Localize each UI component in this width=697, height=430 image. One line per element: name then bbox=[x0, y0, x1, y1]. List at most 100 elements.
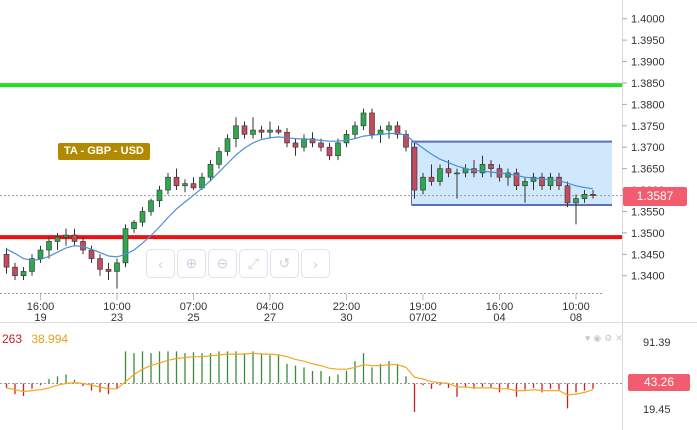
candle-body bbox=[46, 241, 52, 251]
candle-body bbox=[250, 129, 256, 135]
x-tick-day: 27 bbox=[264, 312, 276, 324]
candle bbox=[12, 262, 18, 281]
candle-body bbox=[131, 221, 137, 229]
indicator-value-2: 38.994 bbox=[31, 332, 69, 346]
candle-body bbox=[292, 142, 299, 148]
candle-body bbox=[139, 211, 146, 223]
zoom-fit-icon[interactable]: ⤢ bbox=[239, 249, 268, 278]
candle bbox=[156, 185, 163, 208]
candle bbox=[97, 254, 103, 276]
candle-body bbox=[437, 168, 443, 182]
candle-body bbox=[360, 112, 367, 127]
candle-body bbox=[326, 146, 333, 157]
candle bbox=[590, 190, 596, 199]
y-tick-label: 1.3900 bbox=[631, 57, 665, 69]
y-tick-label: 1.3450 bbox=[631, 249, 665, 261]
reset-zoom-icon[interactable]: ↺ bbox=[270, 249, 299, 278]
y-tick-label: 1.3850 bbox=[631, 78, 665, 90]
candle bbox=[139, 207, 146, 227]
candle bbox=[420, 172, 426, 195]
chevron-right-icon[interactable]: › bbox=[301, 249, 330, 278]
candle-body bbox=[190, 183, 197, 189]
candle-body bbox=[530, 176, 537, 182]
candle bbox=[105, 262, 112, 281]
candle-body bbox=[343, 134, 350, 144]
candle bbox=[522, 177, 528, 203]
close-icon[interactable]: ✕ bbox=[615, 333, 626, 343]
chevron-left-icon[interactable]: ‹ bbox=[146, 249, 175, 278]
eye-icon[interactable]: ◉ bbox=[593, 333, 605, 343]
candle bbox=[20, 267, 27, 281]
x-tick-time: 16:00 bbox=[486, 301, 514, 313]
indicator-tick-label: 19.45 bbox=[643, 404, 671, 416]
candle-body bbox=[20, 271, 27, 277]
panel-controls[interactable]: ♥◉⚙✕ bbox=[585, 333, 626, 344]
x-tick-day: 07/02 bbox=[409, 312, 437, 324]
candle bbox=[479, 155, 486, 178]
candle-body bbox=[394, 125, 401, 135]
y-tick-label: 1.3950 bbox=[631, 35, 665, 47]
indicator-tick-label: 91.39 bbox=[643, 337, 671, 349]
candle-body bbox=[165, 176, 171, 191]
candle bbox=[233, 117, 239, 148]
candle-body bbox=[29, 258, 35, 272]
candle-body bbox=[428, 176, 435, 182]
heart-icon[interactable]: ♥ bbox=[585, 333, 594, 343]
indicator-value-1: 263 bbox=[2, 332, 23, 346]
candle bbox=[369, 108, 375, 139]
candle-body bbox=[88, 249, 95, 259]
candle-body bbox=[63, 234, 69, 238]
candle-body bbox=[488, 164, 494, 169]
settings-icon[interactable]: ⚙ bbox=[604, 333, 616, 343]
candle bbox=[326, 142, 333, 161]
candle bbox=[573, 194, 579, 225]
candle bbox=[275, 125, 282, 135]
chart-navigation-toolbar: ‹ ⊕ ⊖ ⤢ ↺ › bbox=[146, 249, 330, 278]
candle bbox=[386, 121, 392, 139]
zoom-in-icon[interactable]: ⊕ bbox=[177, 249, 206, 278]
candle bbox=[122, 224, 129, 268]
candle bbox=[292, 138, 299, 156]
candle bbox=[403, 130, 409, 152]
candle-body bbox=[241, 125, 248, 135]
candle bbox=[428, 164, 435, 186]
candle bbox=[224, 134, 231, 156]
x-tick-time: 10:00 bbox=[103, 301, 131, 313]
candle-body bbox=[369, 112, 375, 135]
candle-body bbox=[581, 194, 588, 199]
x-tick-time: 04:00 bbox=[256, 301, 284, 313]
x-tick-time: 16:00 bbox=[27, 301, 55, 313]
y-tick-label: 1.3650 bbox=[631, 164, 665, 176]
candle bbox=[114, 258, 120, 289]
candle bbox=[258, 125, 265, 139]
candle-body bbox=[335, 142, 341, 157]
zoom-out-icon[interactable]: ⊖ bbox=[208, 249, 237, 278]
x-tick-time: 22:00 bbox=[333, 301, 361, 313]
candle-body bbox=[97, 258, 103, 270]
candle bbox=[80, 237, 86, 255]
candle bbox=[37, 245, 44, 263]
candle-body bbox=[182, 183, 188, 187]
candle bbox=[207, 160, 214, 182]
candle bbox=[3, 247, 10, 274]
candle-body bbox=[173, 176, 180, 187]
candle-body bbox=[403, 134, 409, 148]
candle bbox=[505, 168, 511, 186]
y-tick-label: 1.3700 bbox=[631, 142, 665, 154]
y-tick-label: 1.3500 bbox=[631, 228, 665, 240]
candle bbox=[360, 108, 367, 131]
indicator-legend: 263 38.994 bbox=[2, 332, 68, 346]
candle bbox=[411, 142, 418, 199]
consolidation-range-box[interactable] bbox=[411, 141, 613, 206]
candle bbox=[488, 160, 494, 178]
candle bbox=[250, 117, 256, 139]
candle bbox=[335, 138, 341, 161]
candle-body bbox=[148, 200, 154, 212]
candle bbox=[437, 164, 443, 186]
candle-body bbox=[564, 185, 571, 204]
candle-body bbox=[80, 241, 86, 251]
candle bbox=[581, 190, 588, 203]
candle-body bbox=[352, 125, 358, 135]
candle bbox=[29, 254, 35, 276]
